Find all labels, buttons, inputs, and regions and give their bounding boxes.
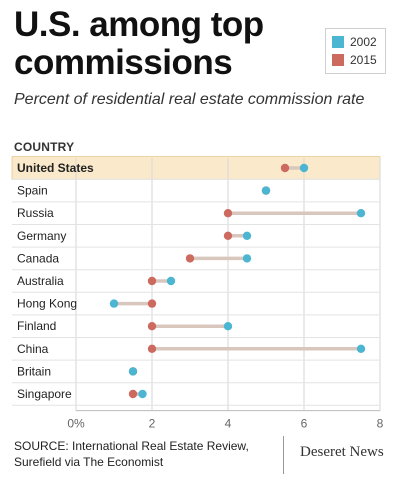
category-label: Canada: [17, 251, 59, 265]
chart-subtitle: Percent of residential real estate commi…: [14, 91, 365, 108]
point-2002: [299, 163, 309, 173]
category-label: Singapore: [17, 387, 72, 401]
x-tick-label: 6: [301, 417, 308, 431]
x-tick-label: 8: [377, 417, 384, 431]
point-2002: [166, 276, 176, 286]
legend-item-2015: 2015: [332, 51, 377, 69]
point-2002: [356, 344, 366, 353]
point-2002: [138, 389, 147, 399]
point-2002: [128, 367, 138, 376]
category-label: Spain: [17, 184, 48, 198]
category-label: United States: [17, 161, 94, 175]
point-2002: [109, 299, 119, 308]
x-tick-label: 2: [149, 417, 156, 431]
category-label: Hong Kong: [17, 297, 77, 311]
point-2015: [223, 209, 233, 218]
point-2015: [223, 231, 233, 240]
category-label: Germany: [17, 229, 66, 243]
point-2015: [147, 299, 157, 308]
category-label: Australia: [17, 274, 64, 288]
legend-item-2002: 2002: [332, 33, 377, 51]
point-2002: [356, 209, 366, 218]
point-2015: [147, 276, 157, 286]
dumbbell-chart: United States Spain Russia Germany Canada Aus…: [11, 156, 384, 431]
point-2002: [223, 322, 233, 331]
category-label: Finland: [17, 319, 56, 333]
category-label: China: [17, 342, 49, 356]
chart-title: U.S. among top commissions: [14, 5, 264, 82]
point-2015: [185, 254, 195, 263]
point-2015: [128, 389, 138, 399]
x-tick-label: 4: [225, 417, 232, 431]
source-note: SOURCE: International Real Estate Review…: [14, 439, 249, 469]
legend-label-2002: 2002: [350, 35, 377, 49]
point-2015: [280, 163, 290, 173]
point-2002: [261, 186, 271, 195]
point-2015: [147, 322, 157, 331]
category-label: Russia: [17, 206, 54, 220]
footer-divider: [283, 436, 284, 474]
legend-label-2015: 2015: [350, 53, 377, 67]
category-axis-label: COUNTRY: [14, 140, 75, 154]
point-2002: [242, 254, 252, 263]
legend-swatch-2015: [332, 54, 344, 66]
x-tick-label: 0%: [67, 417, 85, 431]
brand-logo: Deseret News: [300, 444, 384, 460]
category-label: Britain: [17, 364, 51, 378]
point-2015: [147, 344, 157, 353]
legend: 2002 2015: [325, 28, 386, 74]
point-2002: [242, 231, 252, 240]
legend-swatch-2002: [332, 36, 344, 48]
